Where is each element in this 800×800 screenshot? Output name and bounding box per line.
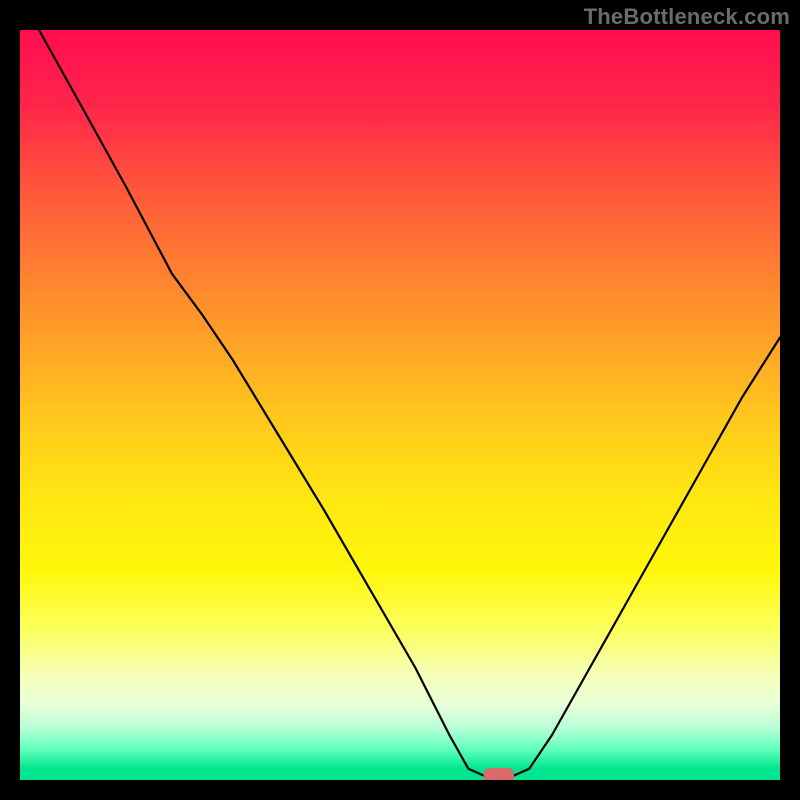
frame-border xyxy=(780,0,800,800)
plot-background xyxy=(20,30,780,780)
bottleneck-chart: TheBottleneck.com xyxy=(0,0,800,800)
watermark-text: TheBottleneck.com xyxy=(584,4,790,30)
frame-border xyxy=(0,0,20,800)
frame-border xyxy=(0,780,800,800)
chart-svg xyxy=(0,0,800,800)
